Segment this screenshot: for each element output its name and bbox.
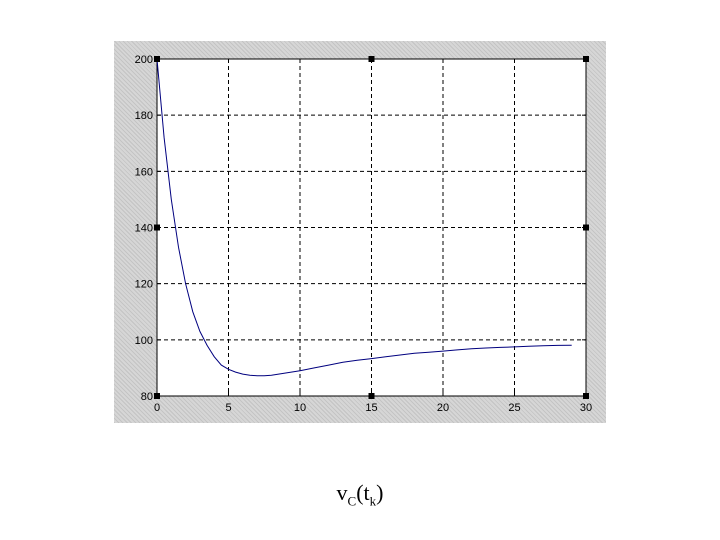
selection-handles [154, 56, 589, 399]
tick-labels: 0 5 10 15 20 25 30 80 100 120 140 160 180 200 [135, 54, 592, 414]
selection-handle[interactable] [583, 224, 589, 231]
selection-handle[interactable] [154, 56, 160, 62]
x-tick-label: 25 [508, 402, 520, 414]
x-tick-label: 10 [294, 402, 306, 414]
y-tick-label: 200 [135, 54, 153, 66]
figure-caption: vC(tk) [0, 480, 720, 509]
caption-close: ) [376, 480, 384, 505]
x-tick-label: 20 [437, 402, 449, 414]
x-tick-label: 0 [154, 402, 160, 414]
grid-lines [157, 59, 586, 396]
line-chart: 0 5 10 15 20 25 30 80 100 120 140 160 180 200 [135, 54, 592, 414]
figure-frame: 0 5 10 15 20 25 30 80 100 120 140 160 180 200 [114, 41, 606, 423]
selection-handle[interactable] [368, 56, 375, 62]
caption-arg-subscript: k [369, 493, 377, 509]
caption-main-subscript: C [347, 493, 357, 509]
caption-open: (t [356, 480, 370, 505]
series-line [156, 58, 572, 377]
y-tick-label: 80 [141, 391, 153, 403]
y-tick-label: 140 [135, 223, 153, 235]
selection-handle[interactable] [154, 393, 160, 399]
selection-handle[interactable] [154, 224, 160, 231]
y-tick-label: 100 [135, 335, 153, 347]
series-layer [156, 58, 572, 377]
x-tick-label: 15 [365, 402, 377, 414]
selection-handle[interactable] [583, 393, 589, 399]
caption-main: v [336, 480, 348, 505]
x-tick-label: 5 [225, 402, 231, 414]
selection-handle[interactable] [368, 393, 375, 399]
y-tick-label: 180 [135, 110, 153, 122]
y-tick-label: 160 [135, 166, 153, 178]
y-tick-label: 120 [135, 279, 153, 291]
x-tick-label: 30 [580, 402, 592, 414]
selection-handle[interactable] [583, 56, 589, 62]
